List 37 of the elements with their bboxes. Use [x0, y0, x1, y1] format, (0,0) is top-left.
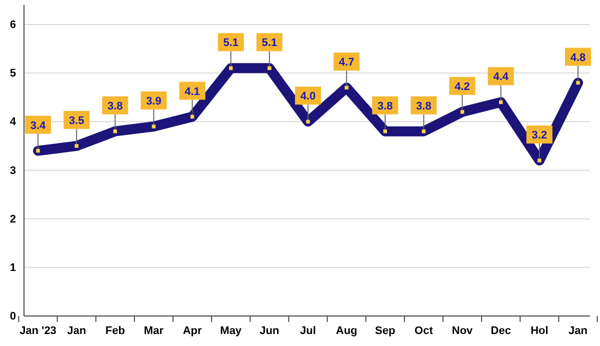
text: 4.8 — [570, 52, 586, 64]
text: 3.4 — [30, 120, 46, 132]
text: 4.0 — [300, 90, 316, 103]
x-tick-label: May — [220, 324, 242, 337]
x-tick-label: Mar — [144, 324, 164, 337]
x-tick-label: Jul — [300, 324, 316, 337]
x-tick-label: Nov — [452, 324, 474, 337]
x-tick-label: Oct — [414, 324, 434, 337]
x-tick-label: Jan — [568, 324, 588, 337]
x-tick-label: Jan — [67, 324, 86, 337]
text: 3.8 — [416, 100, 432, 112]
text: 3.8 — [377, 100, 393, 112]
y-tick-label: 2 — [10, 213, 16, 226]
text: 5.1 — [223, 37, 239, 50]
text: 4.4 — [493, 71, 509, 84]
text: 3.9 — [146, 95, 162, 108]
x-tick-label: Apr — [182, 324, 202, 337]
y-tick-label: 5 — [10, 68, 16, 80]
y-tick-label: 0 — [10, 310, 16, 323]
text: 4.1 — [184, 86, 200, 98]
x-tick-label: Aug — [336, 324, 358, 337]
text: 4.2 — [454, 80, 470, 93]
x-tick-label: Sep — [375, 324, 396, 337]
text: 3.8 — [107, 100, 123, 112]
y-tick-label: 4 — [10, 116, 17, 128]
text: 5.1 — [262, 37, 278, 50]
x-tick-label: Jun — [260, 324, 280, 337]
y-tick-label: 1 — [10, 262, 16, 274]
text: 4.7 — [338, 56, 354, 69]
text: 3.5 — [68, 114, 84, 127]
x-tick-label: Jan '23 — [20, 324, 56, 337]
y-tick-label: 6 — [10, 18, 16, 31]
y-tick-label: 3 — [10, 164, 16, 177]
x-tick-label: Hol — [530, 324, 548, 337]
x-tick-label: Feb — [105, 324, 126, 337]
text: 3.2 — [532, 130, 548, 142]
x-tick-label: Dec — [490, 324, 511, 337]
